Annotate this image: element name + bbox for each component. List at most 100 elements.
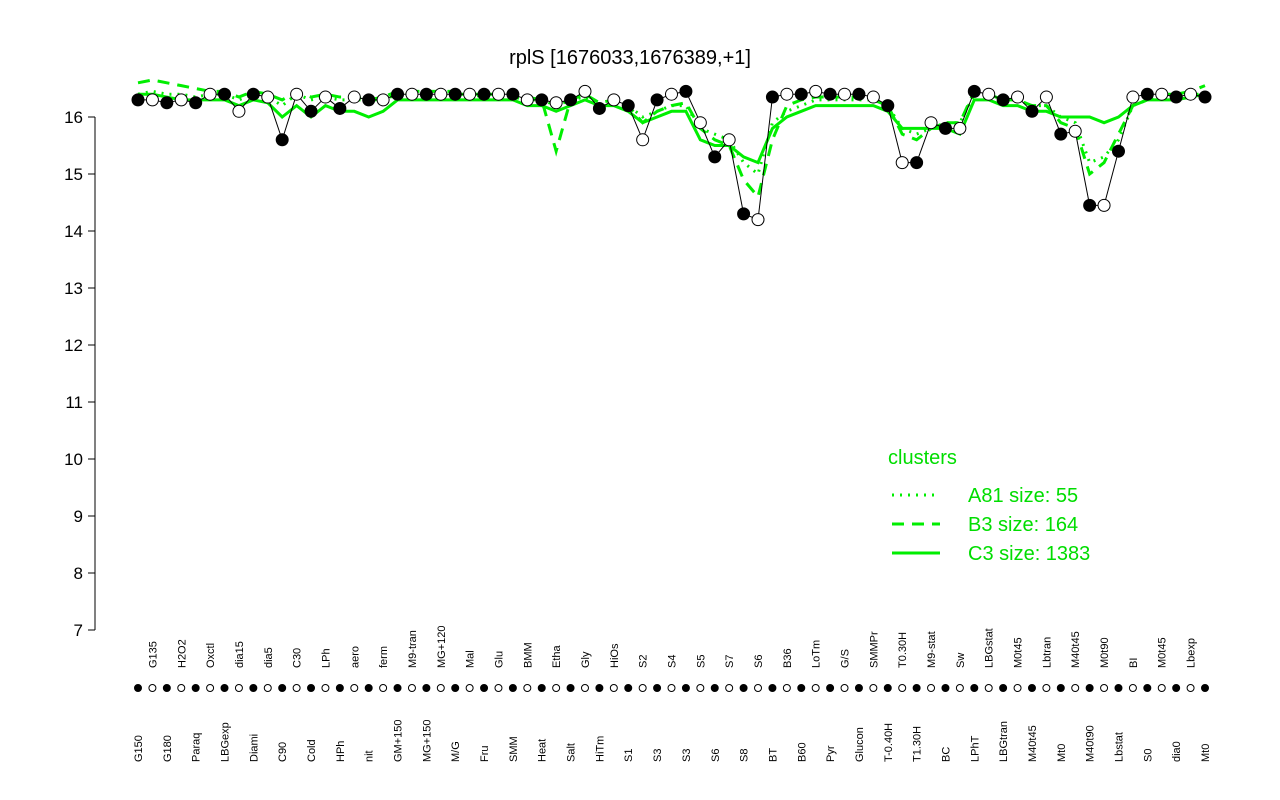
condition-dot	[162, 684, 171, 692]
data-point	[290, 87, 304, 101]
condition-dot	[696, 684, 705, 692]
data-point	[535, 93, 549, 107]
data-point	[1011, 90, 1025, 104]
condition-dot	[681, 684, 690, 692]
condition-dot	[826, 684, 835, 692]
y-tick-label: 14	[64, 222, 83, 241]
condition-dot	[782, 684, 791, 692]
x-tick-label: BI	[1128, 658, 1140, 668]
condition-dot	[1027, 684, 1036, 692]
data-point	[246, 87, 260, 101]
x-tick-label: Glu	[493, 651, 505, 668]
condition-dot	[335, 684, 344, 692]
legend-label: A81 size: 55	[968, 485, 1078, 507]
x-tick-label: G/S	[840, 649, 852, 668]
x-tick-label: Mal	[465, 650, 477, 668]
x-tick-label: HiTm	[594, 736, 606, 762]
condition-dot	[552, 684, 561, 692]
condition-dot	[537, 684, 546, 692]
condition-dot	[638, 684, 647, 692]
data-point	[737, 207, 751, 221]
condition-dot	[234, 684, 243, 692]
condition-dot	[970, 684, 979, 692]
x-tick-label: B36	[782, 648, 794, 668]
condition-dot	[1071, 684, 1080, 692]
x-tick-label: S4	[667, 655, 679, 668]
condition-dot	[1201, 684, 1209, 692]
x-tick-label: S6	[710, 749, 722, 762]
data-point	[189, 96, 203, 110]
x-tick-label: Paraq	[191, 733, 203, 762]
data-point	[809, 84, 823, 98]
x-tick-label: GM+150	[393, 720, 405, 763]
data-point	[1155, 87, 1169, 101]
x-tick-label: HPh	[335, 741, 347, 762]
x-tick-label: M40t90	[1085, 725, 1097, 762]
data-point	[391, 87, 405, 101]
data-point	[1126, 90, 1140, 104]
x-tick-label: G135	[147, 641, 159, 668]
x-tick-label: H2O2	[176, 639, 188, 668]
y-tick-label: 11	[65, 393, 83, 412]
condition-dot	[364, 684, 373, 692]
data-point	[203, 87, 217, 101]
condition-dot	[1186, 684, 1195, 692]
data-point	[434, 87, 448, 101]
data-point	[607, 93, 621, 107]
x-tick-label: S3	[652, 749, 664, 762]
condition-dot	[1128, 684, 1137, 692]
condition-dot	[321, 684, 330, 692]
condition-dot	[912, 684, 921, 692]
condition-dot	[407, 684, 416, 692]
legend-title: clusters	[888, 447, 957, 469]
data-point	[852, 87, 866, 101]
x-tick-label: T0.30H	[897, 632, 909, 668]
condition-dot	[624, 684, 633, 692]
condition-dot	[1085, 684, 1094, 692]
x-tick-label: BMM	[522, 642, 534, 668]
x-tick-label: LBGstat	[984, 628, 996, 668]
x-tick-label: Lbexp	[1186, 638, 1198, 668]
x-tick-label: MG+150	[421, 720, 433, 763]
x-tick-label: BC	[940, 747, 952, 762]
data-point	[1039, 90, 1053, 104]
x-tick-label: Cold	[306, 739, 318, 762]
condition-dot	[494, 684, 503, 692]
data-point	[520, 93, 534, 107]
cluster-line	[137, 89, 1205, 177]
condition-dot	[436, 684, 445, 692]
x-tick-label: C30	[292, 648, 304, 668]
data-point	[275, 133, 289, 147]
data-point	[794, 87, 808, 101]
x-tick-label: Glucon	[854, 727, 866, 762]
x-tick-label: LBGexp	[220, 722, 232, 762]
condition-dot	[1100, 684, 1109, 692]
x-tick-label: S2	[638, 655, 650, 668]
condition-dot	[249, 684, 258, 692]
x-tick-label: aero	[349, 646, 361, 668]
data-point	[506, 87, 520, 101]
data-point	[1111, 144, 1125, 158]
chart-title: rplS [1676033,1676389,+1]	[509, 47, 751, 69]
data-point	[448, 87, 462, 101]
x-tick-label: S3	[681, 749, 693, 762]
data-point	[780, 87, 794, 101]
x-tick-label: SMM	[508, 736, 520, 762]
x-tick-label: nit	[364, 750, 376, 762]
x-tick-label: LPhT	[969, 735, 981, 762]
data-point	[160, 96, 174, 110]
x-tick-label: ferm	[378, 646, 390, 668]
condition-dot	[1157, 684, 1166, 692]
data-point	[838, 87, 852, 101]
x-tick-label: Salt	[566, 743, 578, 762]
data-point	[131, 93, 145, 107]
x-tick-label: dia0	[1171, 741, 1183, 762]
condition-dot	[278, 684, 287, 692]
condition-dot	[883, 684, 892, 692]
x-tick-label: G180	[162, 735, 174, 762]
data-point	[232, 104, 246, 118]
x-tick-label: Lbtran	[1041, 637, 1053, 668]
data-point	[650, 93, 664, 107]
condition-dot	[307, 684, 316, 692]
